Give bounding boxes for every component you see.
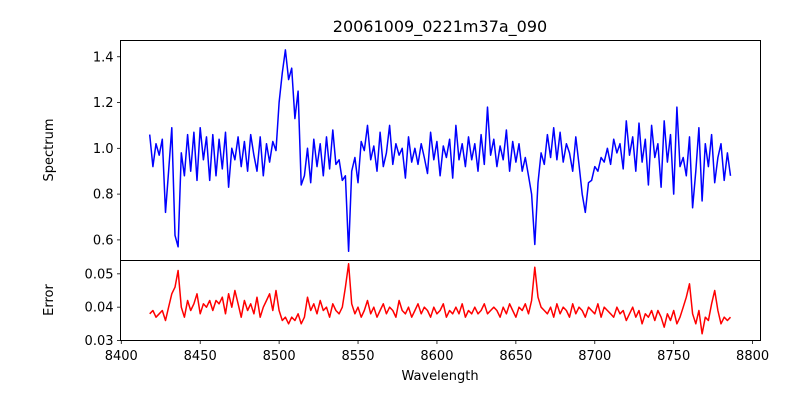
- spectrum-series-line: [148, 49, 732, 253]
- x-tick-label: 8400: [105, 349, 138, 364]
- x-tick-label: 8700: [578, 349, 611, 364]
- x-tick-label: 8550: [341, 349, 374, 364]
- error-axes-frame: [120, 260, 761, 341]
- spectrum-y-axis-label: Spectrum: [42, 119, 57, 182]
- x-tick-label: 8500: [263, 349, 296, 364]
- error-y-tick-label: 0.03: [85, 334, 114, 349]
- error-y-axis-label: Error: [42, 284, 57, 316]
- error-panel: 0.03 0.04 0.05: [85, 260, 761, 349]
- spectrum-y-tick-label: 0.8: [93, 188, 114, 203]
- error-series-line: [149, 263, 732, 335]
- x-axis-ticks: 8400 8450 8500 8550 8600 8650 8700 8750 8800: [105, 340, 769, 364]
- spectrum-y-tick-label: 0.6: [93, 233, 114, 248]
- x-tick-label: 8800: [736, 349, 769, 364]
- x-axis-label: Wavelength: [401, 369, 478, 384]
- chart-title: 20061009_0221m37a_090: [333, 17, 547, 37]
- x-tick-label: 8750: [657, 349, 690, 364]
- x-tick-label: 8600: [420, 349, 453, 364]
- error-y-tick-label: 0.04: [85, 301, 114, 316]
- error-y-tick-label: 0.05: [85, 267, 114, 282]
- spectrum-panel: 0.6 0.8 1.0 1.2 1.4: [93, 40, 761, 261]
- x-tick-label: 8450: [184, 349, 217, 364]
- spectrum-y-tick-label: 1.0: [93, 142, 114, 157]
- spectrum-y-tick-label: 1.4: [93, 50, 114, 65]
- spectrum-y-tick-label: 1.2: [93, 96, 114, 111]
- x-tick-label: 8650: [499, 349, 532, 364]
